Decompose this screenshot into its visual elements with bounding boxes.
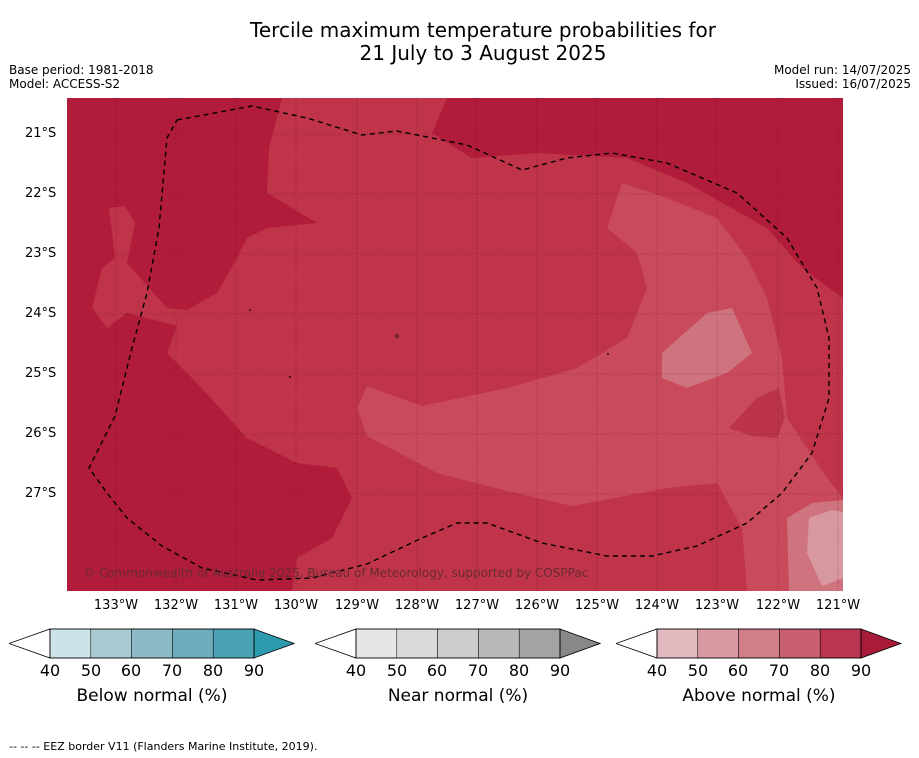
colorbar-cell	[131, 628, 173, 659]
contour-80-patch	[729, 388, 785, 438]
colorbar-cell	[90, 628, 132, 659]
speck-3	[395, 334, 399, 338]
lon-label: 124°W	[634, 598, 680, 613]
lon-label: 125°W	[574, 598, 620, 613]
lon-label: 122°W	[755, 598, 801, 613]
model-name: Model: ACCESS-S2	[9, 77, 121, 91]
tick-label: 40	[646, 661, 668, 680]
near-normal-title: Near normal (%)	[387, 686, 529, 706]
speck-1	[249, 309, 251, 311]
below-normal-title: Below normal (%)	[76, 686, 228, 706]
lon-label: 123°W	[694, 598, 740, 613]
speck-4	[607, 353, 609, 355]
tick-label: 60	[426, 661, 448, 680]
lat-label: 25°S	[25, 366, 57, 381]
below-normal-colorbar	[9, 628, 295, 659]
colorbar-cell	[779, 628, 821, 659]
tick-label: 90	[549, 661, 571, 680]
colorbar-cell	[355, 628, 398, 659]
tick-label: 70	[161, 661, 183, 680]
lon-label: 128°W	[394, 598, 440, 613]
colorbar-over-triangle	[860, 628, 903, 659]
tick-label: 90	[243, 661, 265, 680]
grid-lines	[67, 98, 843, 591]
lon-label: 130°W	[273, 598, 319, 613]
colorbar-frame	[355, 628, 561, 659]
tick-label: 60	[727, 661, 749, 680]
base-period: Base period: 1981-2018	[9, 63, 154, 77]
colorbar-cell	[697, 628, 739, 659]
tick-label: 40	[345, 661, 367, 680]
lat-label: 24°S	[25, 306, 57, 321]
colorbar-frame	[656, 628, 862, 659]
colorbar-under-triangle	[616, 628, 658, 659]
contour-60	[662, 308, 752, 388]
tick-label: 80	[809, 661, 831, 680]
colorbar-under-triangle	[315, 628, 357, 659]
copyright-notice: © Commonwealth of Australia 2025, Bureau…	[83, 566, 589, 580]
colorbar-over-triangle	[253, 628, 295, 659]
tick-label: 50	[386, 661, 408, 680]
colorbar-over-triangle	[559, 628, 601, 659]
lon-label: 132°W	[153, 598, 199, 613]
lon-label: 121°W	[815, 598, 861, 613]
colorbar-frame	[49, 628, 255, 659]
model-run: Model run: 14/07/2025	[773, 63, 911, 77]
map-title: Tercile maximum temperature probabilitie…	[0, 19, 919, 65]
lon-label: 126°W	[514, 598, 560, 613]
tick-label: 50	[80, 661, 102, 680]
contour-50-br	[807, 510, 843, 586]
colorbar-cell	[518, 628, 561, 659]
tick-label: 80	[508, 661, 530, 680]
tick-label: 40	[39, 661, 61, 680]
eez-border	[88, 105, 830, 581]
title-line-1: Tercile maximum temperature probabilitie…	[250, 18, 716, 42]
colorbar-cell	[656, 628, 699, 659]
colorbar-cell	[738, 628, 780, 659]
probability-map	[67, 98, 843, 591]
eez-footnote: -- -- -- EEZ border V11 (Flanders Marine…	[9, 740, 318, 753]
lon-label: 129°W	[334, 598, 380, 613]
lat-label: 21°S	[25, 126, 57, 141]
lon-label: 127°W	[454, 598, 500, 613]
lat-label: 27°S	[25, 486, 57, 501]
colorbar-cell	[212, 628, 255, 659]
speck-2	[289, 376, 291, 378]
lat-label: 26°S	[25, 426, 57, 441]
colorbar-cell	[437, 628, 479, 659]
tick-label: 80	[202, 661, 224, 680]
issued-date: Issued: 16/07/2025	[795, 77, 911, 91]
meta-right: Model run: 14/07/2025 Issued: 16/07/2025	[774, 63, 911, 91]
above-normal-title: Above normal (%)	[682, 686, 836, 706]
colorbar-cell	[172, 628, 214, 659]
lat-label: 23°S	[25, 246, 57, 261]
title-line-2: 21 July to 3 August 2025	[359, 41, 607, 65]
lon-label: 133°W	[93, 598, 139, 613]
above-normal-colorbar	[616, 628, 903, 659]
colorbar-cell	[819, 628, 862, 659]
lat-label: 22°S	[25, 186, 57, 201]
meta-left: Base period: 1981-2018 Model: ACCESS-S2	[9, 63, 154, 91]
colorbar-cell	[396, 628, 438, 659]
tick-label: 50	[687, 661, 709, 680]
colorbar-under-triangle	[9, 628, 51, 659]
lon-label: 131°W	[213, 598, 259, 613]
colorbar-cell	[49, 628, 92, 659]
tick-label: 70	[768, 661, 790, 680]
contour-70	[357, 183, 843, 591]
colorbar-cell	[478, 628, 520, 659]
tick-label: 90	[850, 661, 872, 680]
tick-label: 60	[120, 661, 142, 680]
tick-label: 70	[467, 661, 489, 680]
near-normal-colorbar	[315, 628, 601, 659]
